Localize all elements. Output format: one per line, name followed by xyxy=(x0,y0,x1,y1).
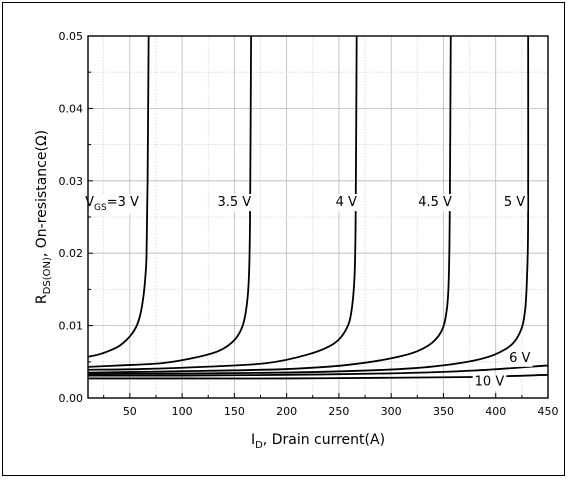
x-axis-title-main: I xyxy=(251,432,255,448)
y-tick-label: 0.02 xyxy=(59,247,84,260)
x-axis-title-sub: D xyxy=(255,440,263,451)
curve-label-5: 6 V xyxy=(509,351,530,366)
y-axis-title-rest: , On-resistance(Ω) xyxy=(34,130,50,257)
y-axis-title-sub: DS(ON) xyxy=(42,257,53,294)
curve-label-6: 10 V xyxy=(475,375,505,390)
x-tick-label: 350 xyxy=(433,405,454,418)
y-tick-label: 0.04 xyxy=(59,102,84,115)
series-line-3 xyxy=(87,35,452,374)
curve-label-0: VGS=3 V xyxy=(85,195,139,213)
curve-label-background xyxy=(83,194,142,215)
series-line-2 xyxy=(87,35,358,371)
x-tick-label: 450 xyxy=(538,405,559,418)
curve-label-main: V xyxy=(85,195,94,210)
x-tick-label: 100 xyxy=(172,405,193,418)
curve-label-2: 4 V xyxy=(336,195,357,210)
x-tick-label: 200 xyxy=(276,405,297,418)
curve-label-layer: VGS=3 V 3.5 V 4 V 4.5 V 5 V 6 V 10 V xyxy=(83,194,533,391)
curve-label-rest: =3 V xyxy=(107,195,139,210)
figure-frame xyxy=(2,2,565,476)
x-tick-label: 400 xyxy=(485,405,506,418)
x-tick-label: 250 xyxy=(328,405,349,418)
curve-label-background xyxy=(416,194,455,212)
y-axis-title-main: R xyxy=(34,294,50,304)
x-axis-title: ID, Drain current(A) xyxy=(251,432,385,451)
curve-label-3: 4.5 V xyxy=(418,195,452,210)
curve-label-background xyxy=(333,194,359,212)
x-tick-label: 150 xyxy=(224,405,245,418)
curve-label-background xyxy=(215,194,254,212)
curve-label-sub: GS xyxy=(94,203,107,213)
y-tick-label: 0.03 xyxy=(59,175,84,188)
curve-label-4: 5 V xyxy=(504,195,525,210)
x-axis-title-rest: , Drain current(A) xyxy=(263,432,385,448)
x-tick-label: 50 xyxy=(123,405,137,418)
series-layer xyxy=(87,35,549,380)
series-line-4 xyxy=(87,35,530,376)
x-tick-label: 300 xyxy=(381,405,402,418)
curve-label-background xyxy=(507,349,533,367)
series-line-0 xyxy=(87,35,150,358)
curve-label-1: 3.5 V xyxy=(218,195,252,210)
series-line-5 xyxy=(87,364,549,377)
grid-layer xyxy=(88,36,548,398)
series-line-1 xyxy=(87,35,252,368)
plot-border xyxy=(87,35,549,399)
y-axis-title: RDS(ON), On-resistance(Ω) xyxy=(34,130,53,304)
y-tick-label: 0.01 xyxy=(59,320,84,333)
curve-label-background xyxy=(501,194,528,212)
tick-layer: 50 100 150 200 250 300 350 400 450 0.00 0.01 0.02 0.… xyxy=(59,30,559,418)
curve-label-background xyxy=(472,373,507,391)
y-tick-label: 0.05 xyxy=(59,30,84,43)
y-tick-label: 0.00 xyxy=(59,392,84,405)
